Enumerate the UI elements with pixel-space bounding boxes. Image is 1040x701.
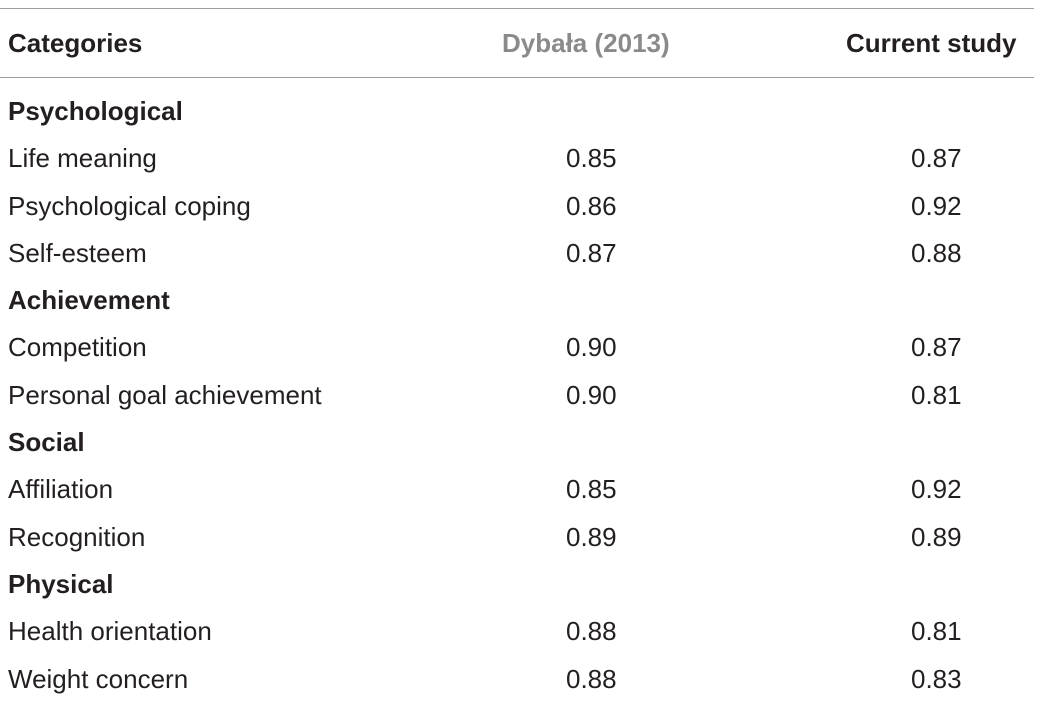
row-label: Self-esteem (8, 237, 147, 268)
row-label: Competition (8, 332, 147, 363)
header-categories: Categories (8, 28, 143, 58)
row-label: Weight concern (8, 663, 189, 694)
table-top-rule (0, 8, 1034, 9)
current-value: 0.88 (911, 237, 962, 268)
header-current-study: Current study (846, 28, 1017, 58)
dybala-value: 0.90 (566, 332, 617, 363)
row-label: Personal goal achievement (8, 379, 322, 410)
table-row: Health orientation 0.88 0.81 (0, 608, 1034, 655)
table-row: Weight concern 0.88 0.83 (0, 656, 1034, 701)
section-title: Achievement (8, 285, 170, 316)
section-row: Achievement (0, 277, 1034, 324)
row-label: Health orientation (8, 616, 212, 647)
dybala-value: 0.90 (566, 379, 617, 410)
header-bottom-rule (0, 77, 1034, 78)
section-row: Psychological (0, 88, 1034, 135)
dybala-value: 0.85 (566, 143, 617, 174)
current-value: 0.87 (911, 332, 962, 363)
row-label: Life meaning (8, 143, 157, 174)
table-body: Psychological Life meaning 0.85 0.87 Psy… (0, 88, 1034, 701)
row-label: Recognition (8, 521, 146, 552)
table-row: Recognition 0.89 0.89 (0, 514, 1034, 561)
current-value: 0.81 (911, 379, 962, 410)
dybala-value: 0.89 (566, 521, 617, 552)
header-dybala: Dybała (2013) (502, 28, 670, 58)
section-title: Social (8, 427, 85, 458)
table-row: Affiliation 0.85 0.92 (0, 466, 1034, 513)
row-label: Psychological coping (8, 190, 251, 221)
row-label: Affiliation (8, 474, 114, 505)
table-row: Personal goal achievement 0.90 0.81 (0, 372, 1034, 419)
section-row: Physical (0, 561, 1034, 608)
dybala-value: 0.87 (566, 237, 617, 268)
current-value: 0.92 (911, 190, 962, 221)
table-row: Self-esteem 0.87 0.88 (0, 230, 1034, 277)
current-value: 0.92 (911, 474, 962, 505)
table-row: Psychological coping 0.86 0.92 (0, 183, 1034, 230)
table-row: Life meaning 0.85 0.87 (0, 135, 1034, 182)
dybala-value: 0.86 (566, 190, 617, 221)
dybala-value: 0.88 (566, 663, 617, 694)
current-value: 0.87 (911, 143, 962, 174)
dybala-value: 0.88 (566, 616, 617, 647)
current-value: 0.83 (911, 663, 962, 694)
section-title: Physical (8, 568, 114, 599)
section-row: Social (0, 419, 1034, 466)
current-value: 0.81 (911, 616, 962, 647)
current-value: 0.89 (911, 521, 962, 552)
dybala-value: 0.85 (566, 474, 617, 505)
table-row: Competition 0.90 0.87 (0, 324, 1034, 371)
section-title: Psychological (8, 96, 183, 126)
